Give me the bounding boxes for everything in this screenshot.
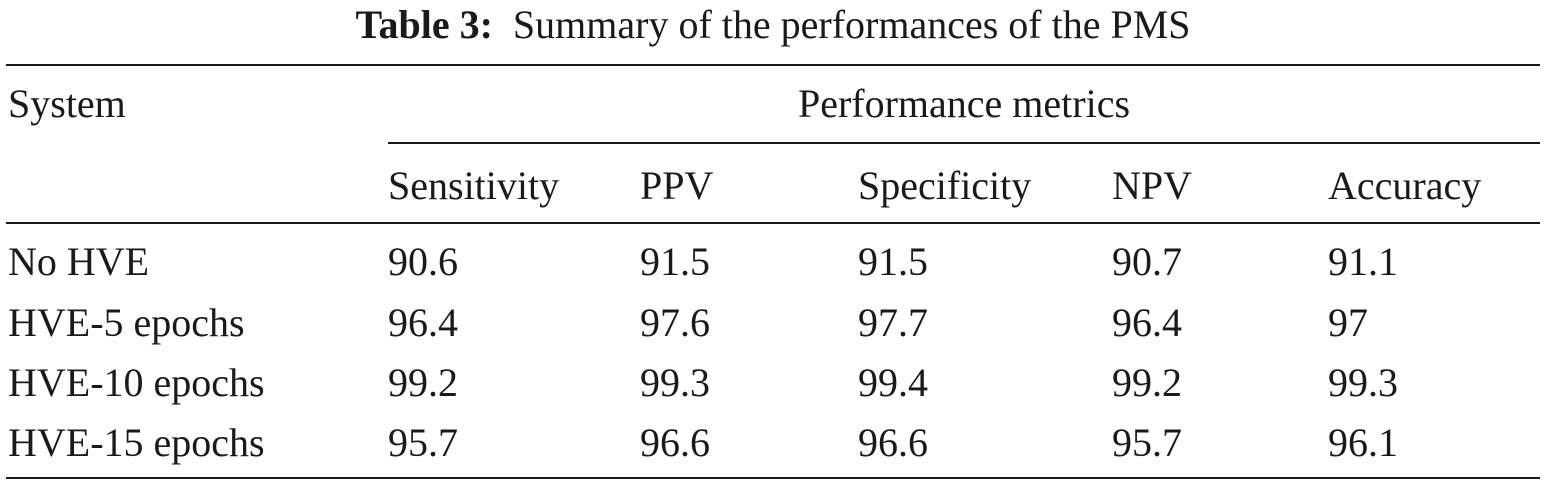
sensitivity-cell: 95.7	[388, 420, 458, 465]
system-cell: HVE-5 epochs	[8, 300, 245, 345]
npv-cell: 96.4	[1112, 300, 1182, 345]
header-rule	[6, 222, 1540, 224]
npv-cell: 95.7	[1112, 420, 1182, 465]
accuracy-cell: 99.3	[1328, 360, 1398, 405]
system-cell: HVE-10 epochs	[8, 360, 265, 405]
accuracy-cell: 91.1	[1328, 239, 1398, 284]
row-header-system: System	[8, 81, 126, 126]
ppv-cell: 91.5	[640, 239, 710, 284]
specificity-cell: 91.5	[858, 239, 928, 284]
sensitivity-cell: 96.4	[388, 300, 458, 345]
column-header-ppv: PPV	[640, 163, 714, 208]
bottom-rule	[6, 477, 1540, 479]
npv-cell: 90.7	[1112, 239, 1182, 284]
ppv-cell: 99.3	[640, 360, 710, 405]
ppv-cell: 97.6	[640, 300, 710, 345]
column-header-sensitivity: Sensitivity	[388, 163, 560, 208]
top-rule	[6, 64, 1540, 66]
npv-cell: 99.2	[1112, 360, 1182, 405]
ppv-cell: 96.6	[640, 420, 710, 465]
table-caption: Table 3: Summary of the performances of …	[0, 0, 1546, 60]
accuracy-cell: 97	[1328, 300, 1368, 345]
system-cell: HVE-15 epochs	[8, 420, 265, 465]
specificity-cell: 97.7	[858, 300, 928, 345]
sensitivity-cell: 90.6	[388, 239, 458, 284]
table-caption-label: Table 3:	[355, 2, 493, 47]
specificity-cell: 99.4	[858, 360, 928, 405]
specificity-cell: 96.6	[858, 420, 928, 465]
accuracy-cell: 96.1	[1328, 420, 1398, 465]
group-header-performance-metrics: Performance metrics	[797, 81, 1131, 126]
column-header-npv: NPV	[1112, 163, 1193, 208]
table-caption-text: Summary of the performances of the PMS	[512, 2, 1191, 47]
column-header-accuracy: Accuracy	[1328, 163, 1482, 208]
system-cell: No HVE	[8, 239, 150, 284]
column-header-specificity: Specificity	[858, 163, 1032, 208]
sensitivity-cell: 99.2	[388, 360, 458, 405]
group-header-rule	[388, 142, 1540, 144]
